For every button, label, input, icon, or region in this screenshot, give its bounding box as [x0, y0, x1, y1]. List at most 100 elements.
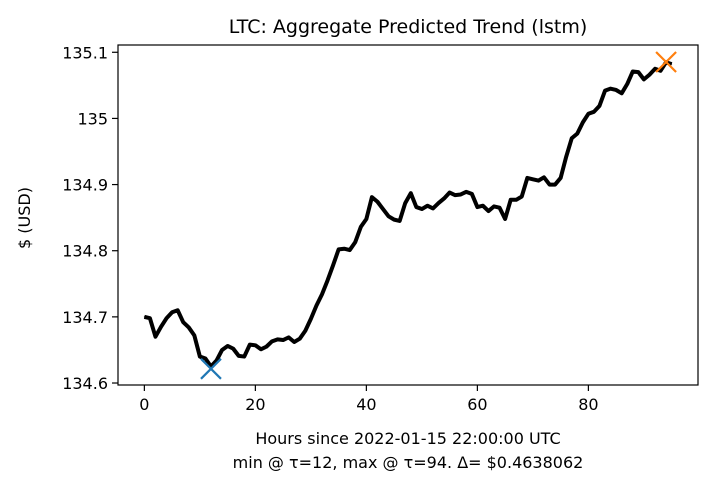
series-point [438, 202, 440, 204]
series-point [143, 316, 145, 318]
series-point [399, 220, 401, 222]
series-point [354, 241, 356, 243]
series-point [204, 358, 206, 360]
series-point [648, 74, 650, 76]
series-point [482, 205, 484, 207]
series-point [199, 356, 201, 358]
series-point [510, 199, 512, 201]
y-axis-label: $ (USD) [15, 187, 34, 249]
series-point [632, 70, 634, 72]
series-point [637, 71, 639, 73]
series-point [598, 105, 600, 107]
series-point [454, 194, 456, 196]
series-point [338, 248, 340, 250]
series-point [604, 90, 606, 92]
series-point [432, 207, 434, 209]
series-point [549, 184, 551, 186]
y-tick-label: 134.8 [62, 242, 108, 261]
series-point [426, 205, 428, 207]
series-point [265, 346, 267, 348]
x-axis-sublabel: min @ τ=12, max @ τ=94. Δ= $0.4638062 [233, 453, 584, 472]
series-point [149, 317, 151, 319]
y-tick-label: 135 [77, 109, 108, 128]
series-point [282, 339, 284, 341]
series-point [560, 177, 562, 179]
series-point [332, 264, 334, 266]
series-point [193, 334, 195, 336]
x-axis-label: Hours since 2022-01-15 22:00:00 UTC [255, 429, 560, 448]
series-point [293, 341, 295, 343]
min-marker [200, 358, 222, 380]
chart-title: LTC: Aggregate Predicted Trend (lstm) [229, 16, 588, 38]
series-point [554, 184, 556, 186]
plot-area [143, 51, 677, 380]
x-tick-label: 80 [578, 395, 598, 414]
series-point [499, 207, 501, 209]
series-point [343, 248, 345, 250]
series-point [349, 249, 351, 251]
series-point [615, 89, 617, 91]
x-tick-label: 60 [467, 395, 487, 414]
series-point [493, 205, 495, 207]
series-point [532, 178, 534, 180]
series-point [465, 191, 467, 193]
x-tick-label: 0 [139, 395, 149, 414]
series-point [388, 215, 390, 217]
series-point [188, 326, 190, 328]
series-point [160, 326, 162, 328]
series-point [327, 279, 329, 281]
series-point [171, 311, 173, 313]
series-point [504, 218, 506, 220]
series-point [177, 309, 179, 311]
series-point [182, 321, 184, 323]
series-point [537, 180, 539, 182]
series-point [216, 360, 218, 362]
series-point [254, 344, 256, 346]
series-point [621, 92, 623, 94]
series-point [671, 63, 673, 65]
series-point [521, 195, 523, 197]
series-point [660, 70, 662, 72]
series-point [610, 88, 612, 90]
series-point [321, 293, 323, 295]
series-point [166, 317, 168, 319]
series-point [565, 156, 567, 158]
x-tick-label: 40 [356, 395, 376, 414]
series-point [576, 133, 578, 135]
series-point [476, 206, 478, 208]
series-point [449, 192, 451, 194]
series-point [443, 197, 445, 199]
series-point [376, 201, 378, 203]
series-point [404, 202, 406, 204]
series-point [526, 177, 528, 179]
series-point [582, 121, 584, 123]
series-point [571, 137, 573, 139]
series-point [360, 226, 362, 228]
series-point [238, 355, 240, 357]
series-point [304, 330, 306, 332]
series-point [288, 336, 290, 338]
y-axis: 134.6 134.7 134.8 134.9 135 135.1 [62, 43, 118, 393]
series-point [487, 210, 489, 212]
series-point [587, 113, 589, 115]
series-point [277, 338, 279, 340]
series-point [365, 218, 367, 220]
series-point [232, 348, 234, 350]
y-tick-label: 134.7 [62, 308, 108, 327]
series-point [382, 208, 384, 210]
max-marker [655, 51, 677, 73]
series-point [654, 68, 656, 70]
x-tick-label: 20 [245, 395, 265, 414]
series-point [515, 199, 517, 201]
series-point [249, 344, 251, 346]
series-point [415, 206, 417, 208]
series-point [315, 305, 317, 307]
series-point [371, 196, 373, 198]
series-point [393, 219, 395, 221]
series-line-0 [143, 60, 673, 369]
series-point [260, 348, 262, 350]
y-tick-label: 135.1 [62, 43, 108, 62]
series-point [410, 192, 412, 194]
x-axis: 0 20 40 60 80 [139, 385, 599, 414]
